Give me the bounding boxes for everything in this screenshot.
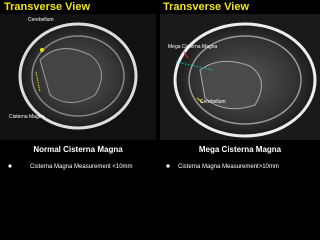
left-caption: Normal Cisterna Magna [33, 145, 123, 154]
right-label: Cerebellum [200, 99, 226, 105]
left-bullet: Cisterna Magna Measurement <10mm [30, 164, 133, 170]
right-label: Mega Cisterna Magna [168, 44, 217, 50]
screen: Transverse View Cerebellum Cisterna Magn… [0, 1, 320, 170]
left-ultrasound [0, 14, 156, 140]
left-title: Transverse View [4, 1, 90, 13]
right-ultrasound [160, 14, 320, 140]
left-label: Cisterna Magna [9, 114, 45, 120]
left-label: Cerebellum [28, 17, 54, 23]
page: Transverse View Cerebellum Cisterna Magn… [0, 1, 320, 170]
right-title: Transverse View [163, 1, 249, 13]
bullet-dot [166, 164, 170, 168]
bullet-dot [8, 164, 12, 168]
right-caption: Mega Cisterna Magna [199, 145, 282, 154]
right-bullet: Cisterna Magna Measurement>10mm [178, 164, 279, 170]
